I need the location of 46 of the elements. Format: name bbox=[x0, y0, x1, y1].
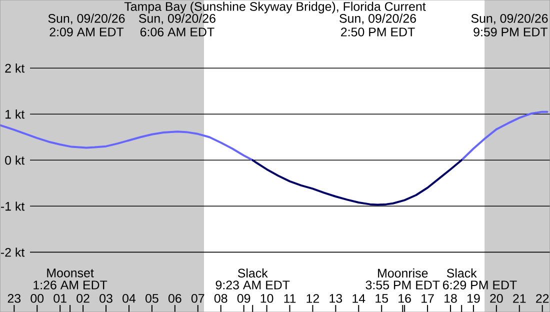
x-tick-label: 22 bbox=[536, 294, 549, 303]
y-tick-label: 2 kt bbox=[5, 64, 25, 73]
x-tick-label: 16 bbox=[398, 294, 411, 303]
x-tick-label: 21 bbox=[513, 294, 526, 303]
annotation: 6:06 AM EDT bbox=[140, 28, 214, 36]
annotation: Sun, 09/20/26 bbox=[340, 14, 416, 24]
x-tick-label: 23 bbox=[8, 294, 21, 303]
annotation: 2:50 PM EDT bbox=[341, 28, 415, 36]
x-tick-label: 07 bbox=[191, 294, 204, 303]
x-tick-label: 12 bbox=[306, 294, 319, 303]
x-tick-label: 09 bbox=[237, 294, 250, 303]
x-tick-label: 20 bbox=[490, 294, 503, 303]
x-tick-label: 01 bbox=[54, 294, 66, 303]
x-tick-label: 17 bbox=[422, 294, 434, 303]
x-tick-label: 08 bbox=[214, 294, 228, 303]
x-tick-label: 11 bbox=[284, 294, 296, 303]
annotation: Sun, 09/20/26 bbox=[471, 14, 548, 24]
annotation: 3:55 PM EDT bbox=[366, 280, 440, 290]
x-tick-label: 10 bbox=[260, 294, 274, 303]
y-tick-label: 0 kt bbox=[5, 156, 25, 165]
annotation: 9:59 PM EDT bbox=[474, 28, 548, 36]
x-tick-label: 15 bbox=[376, 294, 388, 303]
annotation: Moonset bbox=[47, 268, 94, 278]
x-tick-label: 13 bbox=[330, 294, 342, 303]
annotation: Sun, 09/20/26 bbox=[138, 14, 216, 24]
x-tick-label: 14 bbox=[352, 294, 366, 303]
chart-title: Tampa Bay (Sunshine Skyway Bridge), Florida Current bbox=[124, 2, 426, 14]
annotation: 9:23 AM EDT bbox=[216, 280, 290, 290]
annotation: 1:26 AM EDT bbox=[34, 280, 108, 290]
x-tick-label: 19 bbox=[467, 294, 480, 303]
y-tick-label: 1 kt bbox=[6, 110, 25, 119]
x-tick-label: 06 bbox=[168, 294, 182, 303]
annotation: 6:29 PM EDT bbox=[443, 280, 517, 290]
x-tick-label: 05 bbox=[146, 294, 158, 303]
y-tick-label: -2 kt bbox=[0, 248, 25, 257]
x-tick-label: 03 bbox=[100, 294, 112, 303]
annotation: 2:09 AM EDT bbox=[50, 28, 124, 36]
y-tick-label: -1 kt bbox=[0, 202, 25, 211]
x-tick-label: 18 bbox=[444, 294, 457, 303]
annotation: Slack bbox=[238, 268, 268, 278]
x-tick-label: 04 bbox=[122, 294, 136, 303]
x-tick-label: 02 bbox=[76, 294, 90, 303]
annotation: Sun, 09/20/26 bbox=[48, 14, 125, 24]
annotation: Moonrise bbox=[378, 268, 428, 278]
annotation: Slack bbox=[446, 268, 477, 278]
x-tick-label: 00 bbox=[30, 294, 44, 303]
